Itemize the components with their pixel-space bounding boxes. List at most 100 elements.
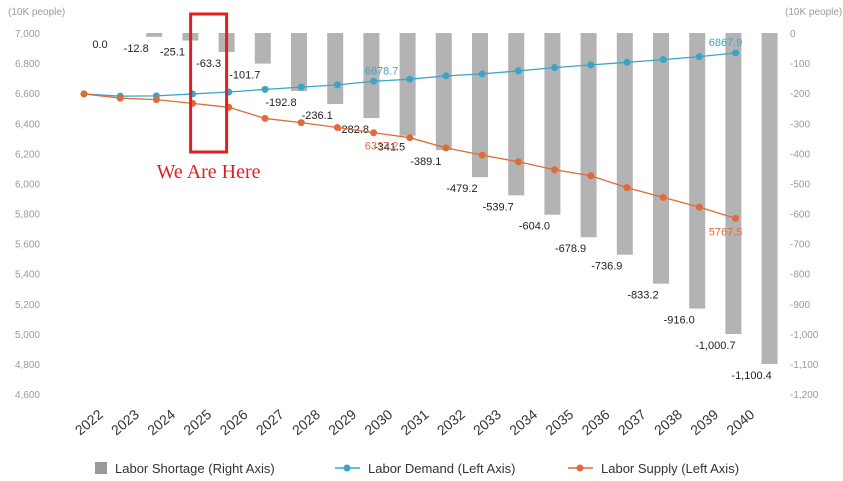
left-tick-label: 6,800 [15,59,40,70]
x-tick-label: 2040 [723,406,757,438]
x-axis-ticks: 2022 2023 2024 2025 2026 2027 2028 2029 2030 2031… [72,406,758,438]
shortage-bar-label: -1,000.7 [695,340,735,352]
demand-point [478,70,486,78]
legend: Labor Shortage (Right Axis) Labor Demand… [95,461,739,476]
demand-value-label: 6867.9 [709,37,743,49]
x-tick-label: 2032 [434,406,468,438]
supply-point [152,96,160,104]
supply-point [514,158,522,166]
shortage-bar-label: -341.5 [374,142,405,154]
x-tick-label: 2036 [579,406,613,438]
we-are-here-box [189,12,229,154]
x-tick-label: 2023 [108,406,142,438]
x-tick-label: 2033 [470,406,504,438]
left-tick-label: 7,000 [15,29,40,40]
demand-value-label: 6678.7 [365,65,399,77]
demand-point [442,72,450,80]
left-axis-ticks: 7,000 6,800 6,600 6,400 6,200 6,000 5,800 5,600… [15,29,40,401]
legend-shortage-swatch [95,462,107,474]
shortage-bar-label: -12.8 [124,43,149,55]
x-tick-label: 2029 [325,406,359,438]
shortage-bar [472,33,488,178]
x-tick-label: 2037 [615,406,649,438]
demand-point [514,67,522,75]
left-tick-label: 6,400 [15,119,40,130]
legend-shortage-label: Labor Shortage (Right Axis) [115,461,275,476]
supply-point [333,123,341,131]
shortage-bar-label: 0.0 [92,39,107,51]
left-tick-label: 5,800 [15,210,40,221]
shortage-bar [653,33,669,284]
supply-point [623,184,631,192]
legend-supply-marker [576,464,584,472]
x-tick-label: 2035 [542,406,576,438]
legend-demand-label: Labor Demand (Left Axis) [368,461,515,476]
demand-point [623,58,631,66]
left-tick-label: 4,800 [15,360,40,371]
right-tick-label: -500 [790,179,810,190]
supply-point [297,119,305,127]
supply-point [116,94,124,102]
shortage-bar-label: -25.1 [160,47,185,59]
left-tick-label: 6,200 [15,149,40,160]
right-tick-label: 0 [790,29,796,40]
shortage-bar-label: -479.2 [446,183,477,195]
we-are-here-annotation: We Are Here [157,12,261,183]
left-axis-unit: (10K people) [8,7,65,18]
x-tick-label: 2030 [361,406,395,438]
shortage-bar [616,33,633,255]
demand-point [659,56,667,64]
shortage-bar-labels: 0.0 -12.8 -25.1-63.3-101.7-192.8-236.1-282… [92,39,771,382]
right-tick-label: -300 [790,119,810,130]
right-tick-label: -1,200 [790,390,819,401]
shortage-bar-label: -101.7 [229,70,260,82]
shortage-bar-label: -63.3 [196,58,221,70]
shortage-bar-label: -389.1 [410,156,441,168]
left-tick-label: 5,400 [15,270,40,281]
supply-point [261,114,269,122]
shortage-bar [254,33,271,64]
shortage-bar-label: -833.2 [627,290,658,302]
supply-point [406,134,414,142]
x-tick-label: 2022 [72,406,106,438]
shortage-bar [291,33,307,92]
labor-lines: 6678.7 6867.9 6337.2 5767.5 [80,37,743,238]
demand-point [732,49,740,57]
right-tick-label: -900 [790,300,810,311]
supply-point [695,203,703,211]
supply-point [80,90,88,98]
shortage-bar [544,33,561,215]
x-tick-label: 2026 [217,406,251,438]
legend-demand-marker [343,464,351,472]
right-tick-label: -1,000 [790,330,819,341]
supply-value-label: 5767.5 [709,226,743,238]
x-tick-label: 2028 [289,406,323,438]
shortage-bar [725,33,742,335]
shortage-bar-label: -678.9 [555,243,586,255]
shortage-bar [363,33,380,119]
demand-point [297,83,305,91]
left-tick-label: 5,200 [15,300,40,311]
shortage-bar-label: -736.9 [591,261,622,273]
shortage-bar [327,33,344,105]
supply-point [732,214,740,222]
left-tick-label: 5,600 [15,240,40,251]
supply-point [659,193,667,201]
x-tick-label: 2039 [687,406,721,438]
shortage-bar-label: -192.8 [265,97,296,109]
supply-point [478,151,486,159]
shortage-bar [399,33,416,136]
left-tick-label: 6,000 [15,179,40,190]
demand-point [333,81,341,89]
shortage-bar [508,33,525,196]
demand-point [370,77,378,85]
shortage-bar [580,33,597,238]
shortage-bar-label: -236.1 [302,110,333,122]
supply-point [551,166,559,174]
demand-point [695,53,703,61]
shortage-bar [689,33,706,309]
x-tick-label: 2027 [253,406,287,438]
legend-supply-label: Labor Supply (Left Axis) [601,461,739,476]
x-tick-label: 2038 [651,406,685,438]
